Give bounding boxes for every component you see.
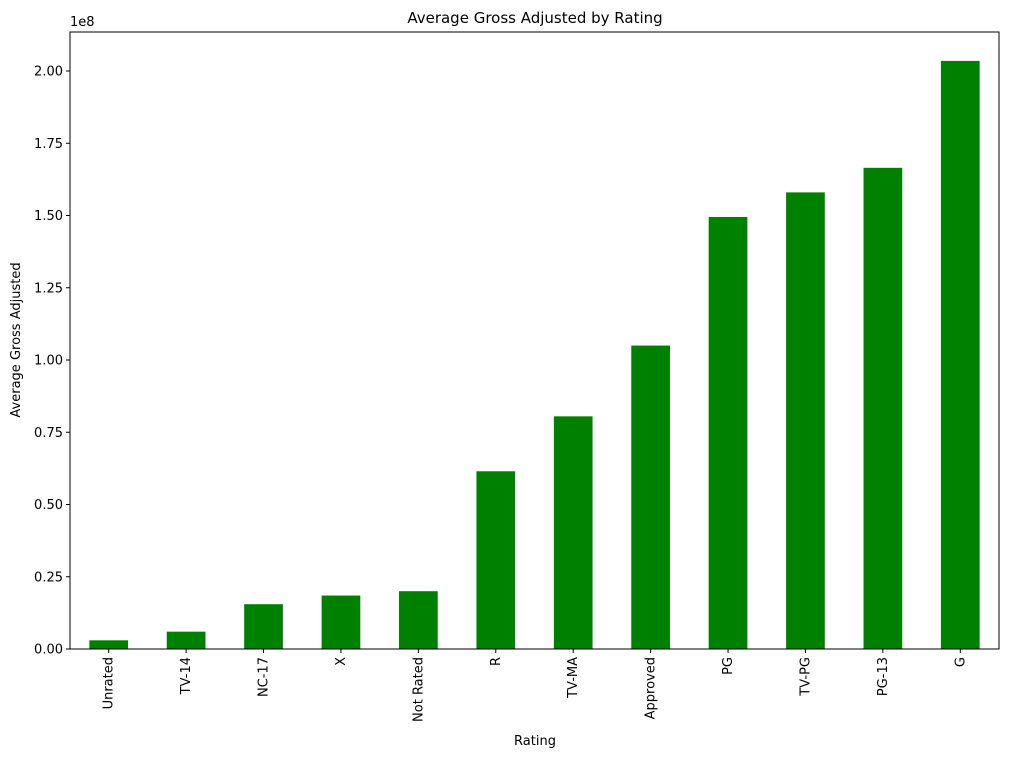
y-axis-ticks: 0.00 0.25 0.50 0.75 1.00 1.25 1.50 1.75 2.00 (34, 65, 70, 658)
y-tick-label: 0.00 (34, 643, 63, 658)
y-tick-label: 1.75 (34, 137, 63, 152)
bar-tv-14 (166, 631, 206, 649)
x-tick-label: TV-14 (179, 657, 194, 695)
x-tick-label: PG-13 (876, 657, 891, 696)
x-tick-label: Not Rated (411, 657, 426, 722)
bar-tv-ma (553, 416, 593, 649)
x-tick-label: NC-17 (257, 657, 272, 697)
y-tick-label: 0.25 (34, 570, 63, 585)
y-tick-label: 0.75 (34, 426, 63, 441)
bar-tv-pg (786, 192, 825, 649)
plot-frame (69, 31, 1000, 650)
y-tick-label: 1.00 (34, 354, 63, 369)
x-tick-label: G (953, 657, 968, 667)
bar-g (940, 60, 980, 650)
y-tick-label: 1.25 (34, 281, 63, 296)
chart-title: Average Gross Adjusted by Rating (407, 9, 662, 27)
bar-pg-13 (863, 167, 903, 649)
y-axis-label: Average Gross Adjusted (9, 262, 24, 417)
x-tick-label: Approved (644, 657, 659, 719)
bars-group (89, 60, 980, 650)
bar-x (321, 595, 361, 649)
x-tick-label: Unrated (102, 657, 117, 709)
bar-pg (708, 216, 748, 649)
y-tick-label: 1.50 (34, 209, 63, 224)
bar-unrated (89, 640, 129, 649)
bar-nc-17 (244, 604, 283, 649)
x-tick-label: TV-MA (566, 657, 581, 699)
bar-not-rated (399, 591, 438, 649)
x-tick-label: R (489, 657, 504, 666)
y-tick-label: 2.00 (34, 65, 63, 80)
x-axis-label: Rating (514, 734, 556, 749)
x-tick-label: TV-PG (798, 657, 813, 697)
y-tick-label: 0.50 (34, 498, 63, 513)
bar-approved (631, 345, 670, 649)
y-scale-label: 1e8 (70, 15, 95, 30)
x-axis-ticks: Unrated TV-14 NC-17 X Not Rated R TV-MA Approve… (102, 649, 968, 722)
bar-r (476, 471, 516, 649)
x-tick-label: X (334, 657, 349, 666)
x-tick-label: PG (721, 657, 736, 675)
